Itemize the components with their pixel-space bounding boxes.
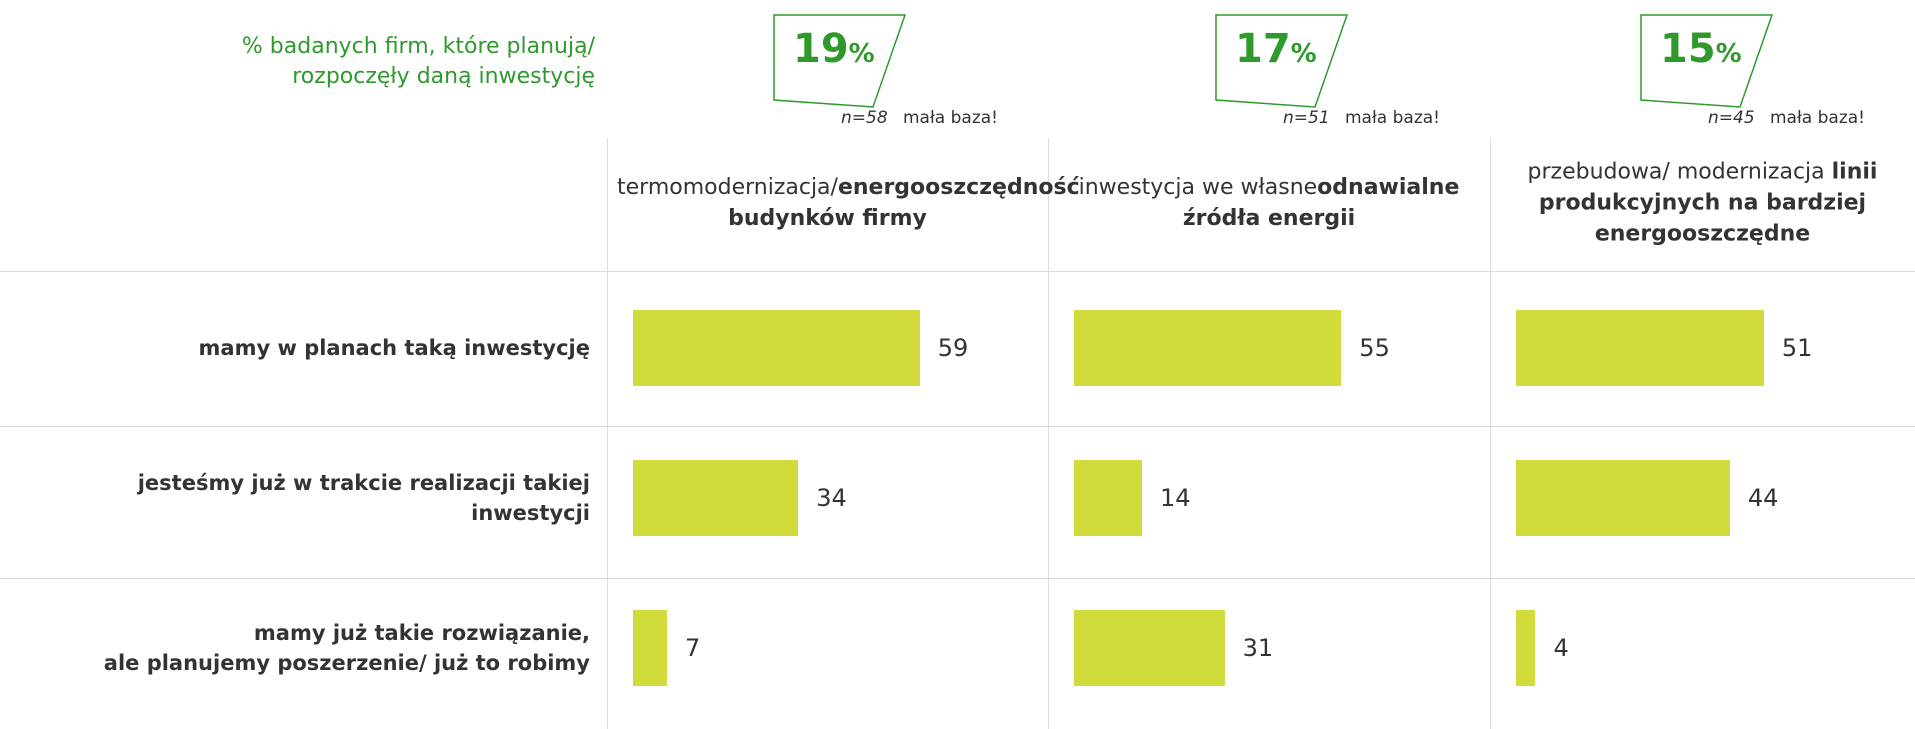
title-part: linii produkcyjnych na bardziej energoos… (1538, 159, 1886, 247)
base-note: mała baza! (1345, 108, 1440, 128)
base-note: mała baza! (903, 108, 998, 128)
value-label: 31 (1242, 634, 1274, 662)
panel-title: przebudowa/ modernizacja linii produkcyj… (1500, 157, 1905, 250)
bar (1074, 610, 1225, 686)
badge-shape (773, 14, 907, 108)
share: 19% (793, 26, 875, 72)
value-label: 4 (1553, 634, 1569, 662)
title-part: odnawialne źródła energii (1182, 175, 1468, 231)
column-divider (1490, 138, 1491, 729)
value-label: 7 (685, 634, 701, 662)
share-value: 17 (1235, 26, 1291, 72)
badge-shape (1640, 14, 1774, 108)
share-value: 15 (1660, 26, 1716, 72)
value-label: 51 (1781, 334, 1813, 362)
sample-size: n=58 (841, 108, 888, 128)
value-label: 55 (1359, 334, 1390, 362)
badge-shape (1215, 14, 1349, 108)
share-unit: % (1290, 39, 1317, 69)
value-label: 34 (816, 484, 847, 512)
column-divider (1048, 138, 1049, 729)
bar (1074, 460, 1143, 536)
badge-frame (1215, 14, 1349, 108)
title-part: termomodernizacja/ (617, 175, 838, 200)
sample-size: n=51 (1283, 108, 1330, 128)
title-part: inwestycja we własne (1078, 175, 1318, 200)
note-line: rozpoczęły daną inwestycję (292, 64, 595, 89)
bar (633, 610, 668, 686)
row-divider (0, 271, 1915, 272)
bar (1074, 310, 1342, 386)
base-note: mała baza! (1770, 108, 1865, 128)
value-label: 59 (937, 334, 969, 362)
bar (1516, 460, 1730, 536)
row-divider (0, 578, 1915, 579)
row-label: jesteśmy już w trakcie realizacji takiej… (137, 471, 590, 525)
share-unit: % (1715, 39, 1742, 69)
share: 17% (1235, 26, 1317, 72)
bar (633, 460, 799, 536)
share-unit: % (848, 39, 875, 69)
title-part: przebudowa/ modernizacja (1527, 159, 1832, 185)
note-line: % badanych firm, które planują/ (241, 34, 595, 59)
column-divider (607, 138, 608, 729)
bar (633, 310, 920, 386)
panel-title: inwestycja we własneodnawialne źródła en… (1058, 172, 1480, 234)
sample-size: n=45 (1708, 108, 1755, 128)
title-part: energooszczędność budynków firmy (728, 175, 1088, 231)
row-label: mamy w planach taką inwestycję (198, 336, 590, 360)
value-label: 44 (1747, 484, 1779, 512)
bar (1516, 610, 1536, 686)
bar (1516, 310, 1764, 386)
share-value: 19 (793, 26, 849, 72)
badge-frame (773, 14, 907, 108)
note: % badanych firm, które planują/ rozpoczę… (0, 32, 595, 92)
value-label: 14 (1160, 484, 1191, 512)
panel-title: termomodernizacja/energooszczędność budy… (617, 172, 1080, 234)
row-divider (0, 426, 1915, 427)
share: 15% (1660, 26, 1742, 72)
row-label: mamy już takie rozwiązanie, ale planujem… (103, 621, 590, 675)
badge-frame (1640, 14, 1774, 108)
